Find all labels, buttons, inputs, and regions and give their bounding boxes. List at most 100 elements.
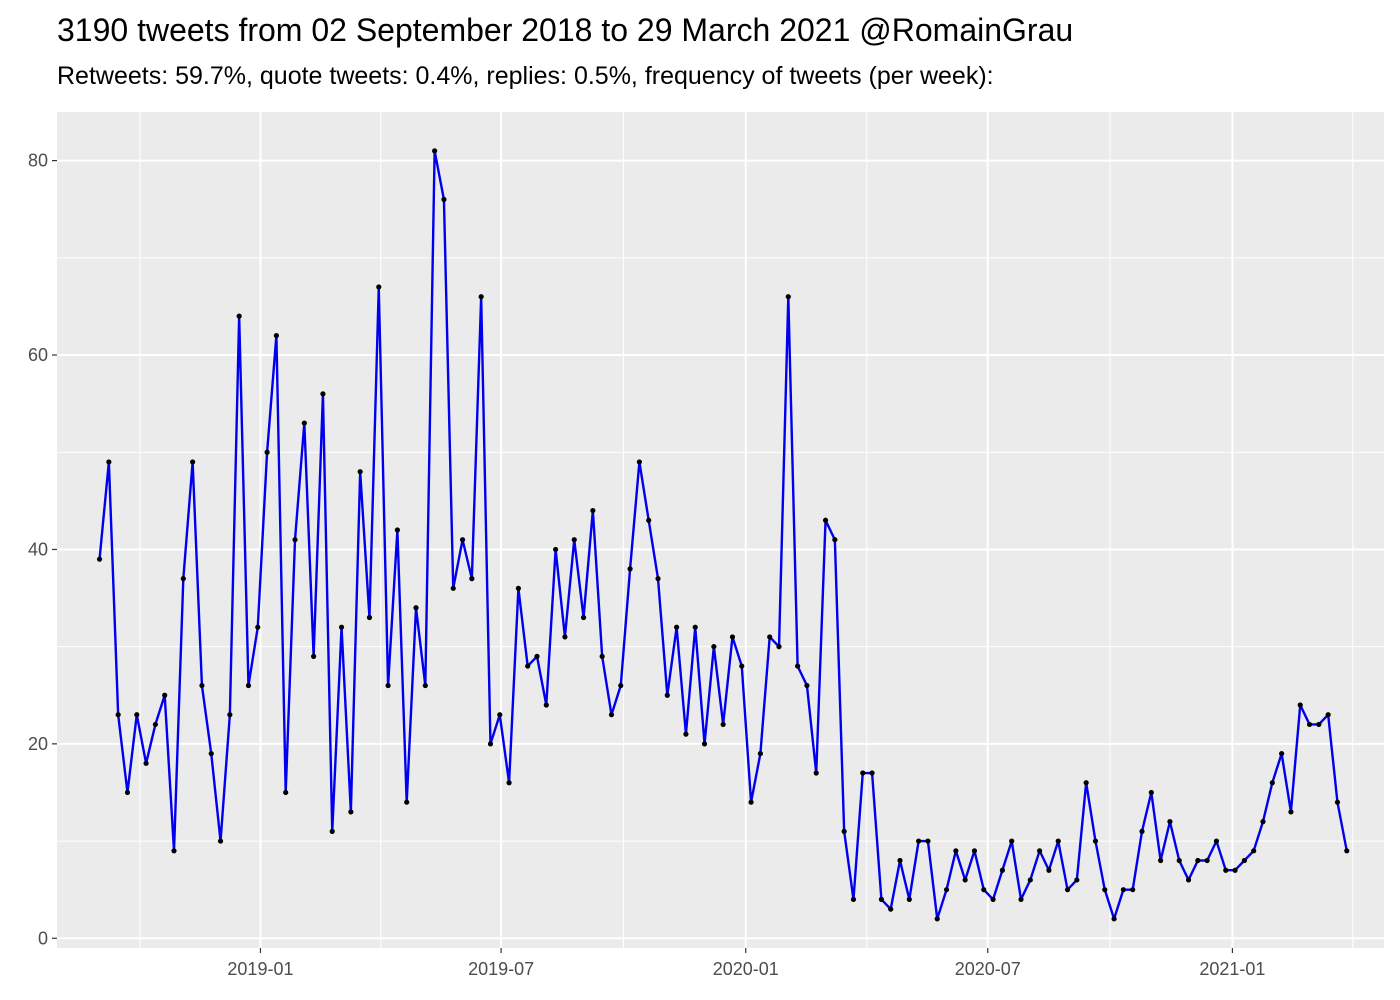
data-point bbox=[729, 634, 736, 640]
data-point bbox=[943, 887, 950, 893]
data-point bbox=[338, 624, 345, 630]
data-point bbox=[1241, 857, 1247, 864]
data-point bbox=[1195, 857, 1201, 864]
data-point bbox=[124, 789, 131, 796]
data-point bbox=[711, 644, 717, 650]
data-point bbox=[236, 313, 242, 319]
y-tick-label: 0 bbox=[38, 928, 48, 948]
data-point bbox=[1232, 867, 1238, 873]
data-point bbox=[320, 391, 326, 397]
data-point bbox=[106, 459, 112, 465]
x-tick-label: 2019-01 bbox=[227, 959, 293, 979]
data-point bbox=[813, 770, 819, 776]
data-point bbox=[190, 459, 196, 465]
data-point bbox=[1064, 887, 1071, 893]
data-point bbox=[804, 682, 810, 689]
data-point bbox=[385, 682, 391, 689]
data-point bbox=[701, 741, 708, 747]
data-point bbox=[432, 148, 438, 154]
data-point bbox=[515, 585, 521, 591]
data-point bbox=[1344, 848, 1350, 854]
data-point bbox=[757, 750, 763, 757]
data-point bbox=[767, 634, 773, 640]
data-point bbox=[832, 537, 838, 543]
data-point bbox=[422, 682, 428, 689]
data-point bbox=[674, 624, 680, 630]
data-point bbox=[618, 682, 624, 689]
data-point bbox=[925, 838, 931, 844]
data-point bbox=[301, 420, 307, 426]
plot-panel bbox=[57, 112, 1384, 948]
y-tick-label: 60 bbox=[28, 345, 48, 365]
data-point bbox=[850, 896, 857, 903]
data-point bbox=[152, 721, 158, 728]
data-point bbox=[1083, 780, 1089, 786]
data-point bbox=[1120, 887, 1126, 893]
data-point bbox=[273, 332, 279, 339]
y-tick-label: 20 bbox=[28, 734, 48, 754]
data-point bbox=[1306, 721, 1313, 728]
data-point bbox=[785, 294, 791, 300]
data-point bbox=[506, 780, 512, 786]
data-point bbox=[590, 507, 596, 514]
data-point bbox=[1037, 848, 1043, 854]
data-point bbox=[1251, 848, 1257, 854]
y-axis: 0 20 40 60 80 bbox=[28, 151, 57, 948]
data-point bbox=[525, 663, 531, 669]
data-point bbox=[255, 624, 261, 630]
data-point bbox=[1316, 721, 1322, 728]
data-point bbox=[1167, 819, 1173, 825]
data-point bbox=[981, 887, 987, 893]
x-tick-label: 2021-01 bbox=[1199, 959, 1265, 979]
data-point bbox=[459, 537, 466, 543]
data-point bbox=[487, 741, 494, 747]
data-point bbox=[357, 469, 363, 475]
data-point bbox=[888, 906, 894, 912]
data-point bbox=[543, 702, 549, 708]
data-point bbox=[394, 527, 400, 533]
major-gridlines bbox=[57, 112, 1384, 948]
chart-subtitle: Retweets: 59.7%, quote tweets: 0.4%, rep… bbox=[57, 62, 994, 90]
data-point bbox=[1018, 896, 1024, 903]
data-point bbox=[655, 576, 661, 582]
data-point bbox=[1325, 712, 1331, 718]
data-point bbox=[329, 828, 335, 834]
data-point bbox=[906, 896, 912, 903]
data-point bbox=[1102, 887, 1108, 893]
data-point bbox=[664, 692, 670, 698]
x-axis: 2019-01 2019-07 2020-01 2020-07 2021-01 bbox=[227, 948, 1265, 979]
data-point bbox=[143, 760, 149, 766]
data-point bbox=[1297, 702, 1303, 708]
data-point bbox=[608, 712, 615, 718]
data-point bbox=[469, 576, 475, 582]
data-point bbox=[822, 517, 829, 523]
data-point bbox=[1111, 916, 1117, 922]
data-point bbox=[441, 196, 447, 203]
data-point bbox=[283, 789, 289, 796]
data-point bbox=[199, 682, 205, 689]
data-point bbox=[1130, 887, 1136, 893]
data-point bbox=[366, 614, 373, 621]
data-point bbox=[776, 644, 782, 650]
data-point bbox=[962, 877, 968, 883]
data-point bbox=[562, 634, 568, 640]
x-tick-label: 2020-01 bbox=[713, 959, 779, 979]
data-point bbox=[134, 712, 140, 718]
data-point bbox=[1223, 867, 1229, 873]
data-point bbox=[264, 449, 270, 455]
data-point bbox=[580, 614, 587, 621]
data-point bbox=[227, 712, 233, 718]
data-point bbox=[636, 459, 642, 465]
data-point bbox=[497, 712, 503, 718]
data-point bbox=[1027, 877, 1033, 883]
data-point bbox=[1055, 838, 1061, 844]
data-point bbox=[692, 624, 698, 630]
data-points bbox=[96, 148, 1350, 922]
x-tick-label: 2019-07 bbox=[468, 959, 534, 979]
data-point bbox=[1279, 750, 1285, 757]
data-point bbox=[1139, 828, 1145, 834]
data-point bbox=[571, 537, 577, 543]
data-point bbox=[376, 284, 382, 290]
data-point bbox=[860, 770, 866, 776]
data-point bbox=[841, 828, 847, 834]
